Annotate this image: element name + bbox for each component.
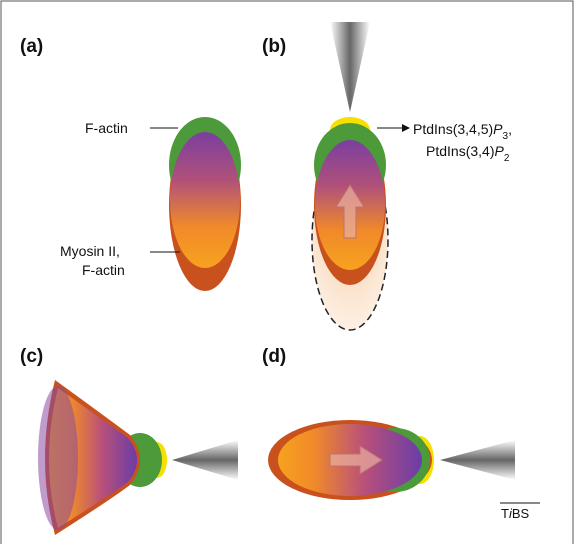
credit: TiBS xyxy=(501,506,530,521)
text: 2 xyxy=(504,153,510,164)
cell-a xyxy=(169,117,241,291)
annotation: Myosin II, xyxy=(60,243,120,259)
direction-arrow xyxy=(329,445,383,475)
pipette xyxy=(330,22,370,112)
text: P xyxy=(493,121,503,137)
cytoplasm xyxy=(170,132,240,268)
text: P xyxy=(494,143,504,159)
text: PtdIns(3,4,5) xyxy=(413,121,493,137)
annotation: PtdIns(3,4,5)P3, xyxy=(413,121,512,142)
annotation: PtdIns(3,4)P2 xyxy=(426,143,510,164)
text: i xyxy=(509,506,513,521)
panel-label: (d) xyxy=(262,346,286,367)
pipette xyxy=(440,440,515,480)
panel-label: (c) xyxy=(20,346,43,367)
lamella xyxy=(38,386,78,530)
pipette xyxy=(172,440,238,480)
annotation: F-actin xyxy=(82,262,125,278)
arrowhead xyxy=(402,124,410,132)
panel-label: (a) xyxy=(20,36,43,57)
direction-arrow xyxy=(335,184,365,239)
cell-d xyxy=(268,420,434,500)
text: , xyxy=(508,121,512,137)
panel-label: (b) xyxy=(262,36,286,57)
annotation: F-actin xyxy=(85,120,128,136)
text: PtdIns(3,4) xyxy=(426,143,494,159)
text: 3 xyxy=(503,131,509,142)
cell-c xyxy=(38,380,167,535)
text: T xyxy=(501,506,509,521)
text: BS xyxy=(512,506,530,521)
cell-b xyxy=(314,117,386,285)
